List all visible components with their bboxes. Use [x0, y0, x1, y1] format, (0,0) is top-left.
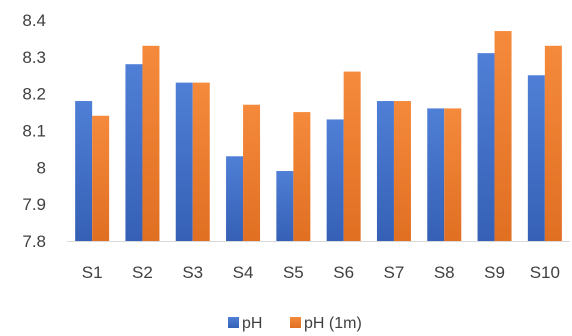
y-tick-label: 8	[37, 158, 46, 177]
y-tick-label: 8.2	[22, 85, 46, 104]
bar-ph-s2	[125, 64, 143, 241]
y-axis-labels: 7.8 7.9 8 8.1 8.2 8.3 8.4	[22, 11, 46, 251]
bar-ph-1m-s8	[444, 108, 462, 242]
bar-ph-1m-s7	[393, 101, 411, 242]
bar-ph-s5	[276, 171, 294, 241]
legend-swatch-ph	[228, 317, 239, 328]
x-tick-label: S8	[434, 263, 455, 282]
y-tick-label: 8.4	[22, 11, 46, 30]
x-axis-labels: S1 S2 S3 S4 S5 S6 S7 S8 S9 S10	[82, 263, 560, 282]
x-tick-label: S6	[333, 263, 354, 282]
legend-swatch-ph-1m	[290, 317, 301, 328]
legend: pH pH (1m)	[228, 315, 362, 332]
y-tick-label: 8.3	[22, 48, 46, 67]
y-tick-label: 8.1	[22, 122, 46, 141]
y-tick-label: 7.9	[22, 195, 46, 214]
bar-ph-s10	[527, 75, 545, 241]
bar-ph-1m-s6	[343, 71, 361, 241]
x-tick-label: S1	[82, 263, 103, 282]
x-tick-label: S4	[233, 263, 254, 282]
bar-ph-1m-s5	[293, 112, 311, 241]
bar-ph-s8	[427, 108, 445, 242]
y-tick-label: 7.8	[22, 232, 46, 251]
bar-ph-s3	[175, 82, 193, 241]
bar-ph-1m-s1	[92, 115, 110, 241]
bar-ph-1m-s10	[544, 45, 562, 242]
bar-ph-s9	[477, 53, 495, 242]
x-tick-label: S2	[132, 263, 153, 282]
x-tick-label: S10	[530, 263, 560, 282]
bar-ph-1m-s3	[192, 82, 210, 241]
x-tick-label: S7	[384, 263, 405, 282]
x-tick-label: S9	[484, 263, 505, 282]
bar-ph-s1	[75, 101, 93, 242]
x-tick-label: S5	[283, 263, 304, 282]
bar-ph-1m-s2	[142, 45, 160, 242]
legend-label-ph-1m: pH (1m)	[304, 315, 362, 332]
bars	[75, 31, 562, 242]
legend-label-ph: pH	[242, 315, 262, 332]
bar-ph-s4	[226, 156, 244, 241]
bar-ph-s7	[376, 101, 394, 242]
x-tick-label: S3	[182, 263, 203, 282]
bar-ph-s6	[326, 119, 344, 241]
bar-ph-1m-s4	[243, 104, 261, 241]
bar-ph-1m-s9	[494, 31, 512, 241]
